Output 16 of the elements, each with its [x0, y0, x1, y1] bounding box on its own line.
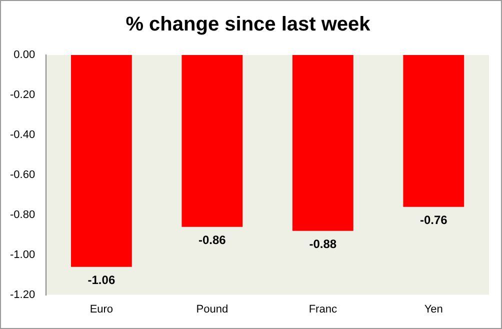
x-tick-label: Pound: [196, 303, 228, 316]
y-tick-label: -0.40: [10, 128, 36, 141]
data-label: -1.06: [88, 273, 116, 288]
x-tick-label: Euro: [90, 303, 114, 316]
data-label: -0.76: [420, 213, 448, 228]
y-tick-label: -0.80: [10, 208, 36, 221]
chart-title: % change since last week: [126, 14, 372, 36]
x-tick-label: Franc: [308, 303, 338, 316]
data-label: -0.86: [198, 233, 226, 248]
y-tick-label: -1.20: [10, 288, 36, 301]
y-tick-label: -1.00: [10, 248, 36, 261]
y-tick-label: -0.60: [10, 168, 36, 181]
y-tick-label: -0.20: [10, 89, 36, 101]
x-tick-label: Yen: [424, 303, 443, 316]
y-tick-label: 0.00: [14, 49, 36, 62]
data-label: -0.88: [309, 237, 337, 252]
